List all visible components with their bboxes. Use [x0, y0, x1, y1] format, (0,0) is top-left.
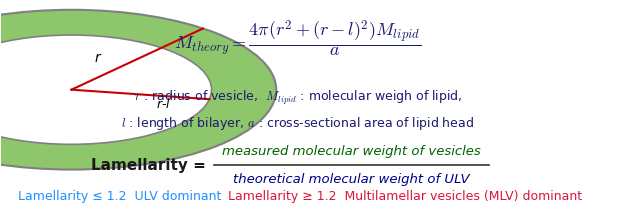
Text: Lamellarity ≥ 1.2  Multilamellar vesicles (MLV) dominant: Lamellarity ≥ 1.2 Multilamellar vesicles… — [227, 190, 582, 203]
Text: $M_{theory} = \dfrac{4\pi(r^2 + (r-l)^2)M_{lipid}}{a}$: $M_{theory} = \dfrac{4\pi(r^2 + (r-l)^2)… — [174, 19, 421, 59]
Text: measured molecular weight of vesicles: measured molecular weight of vesicles — [222, 145, 481, 158]
Text: $l$ : length of bilayer, $a$ : cross-sectional area of lipid head: $l$ : length of bilayer, $a$ : cross-sec… — [121, 115, 474, 132]
Circle shape — [0, 10, 276, 170]
Text: Lamellarity =: Lamellarity = — [91, 158, 206, 173]
Text: $r$: $r$ — [94, 51, 103, 65]
Text: $r$ : radius of vesicle,  $M_{lipid}$ : molecular weigh of lipid,: $r$ : radius of vesicle, $M_{lipid}$ : m… — [133, 89, 462, 107]
Circle shape — [0, 35, 211, 144]
Text: $r$-$l$: $r$-$l$ — [156, 97, 171, 111]
Text: Lamellarity ≤ 1.2  ULV dominant: Lamellarity ≤ 1.2 ULV dominant — [17, 190, 221, 203]
Text: theoretical molecular weight of ULV: theoretical molecular weight of ULV — [234, 173, 470, 186]
